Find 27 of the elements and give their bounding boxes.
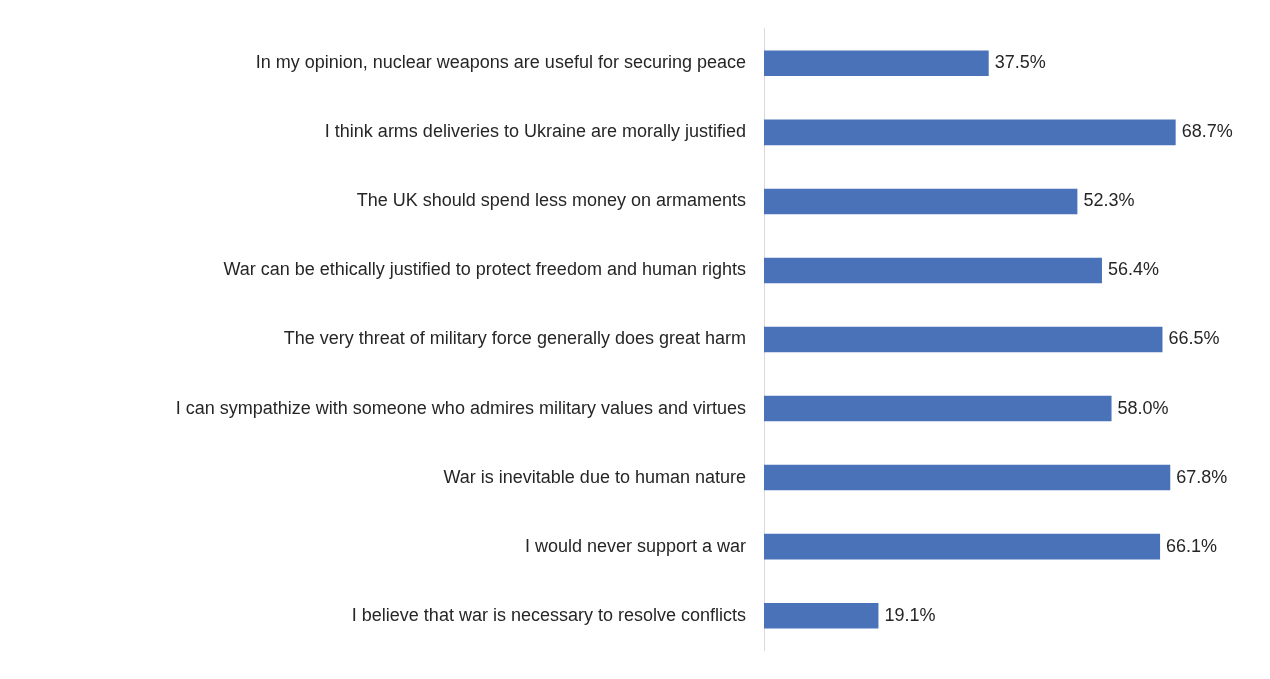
bar [764, 464, 1171, 491]
y-tick-label: I think arms deliveries to Ukraine are morally justified [324, 121, 746, 142]
data-label: 68.7% [1181, 121, 1233, 142]
data-label: 66.1% [1166, 535, 1218, 556]
bar [764, 50, 989, 77]
bar [764, 395, 1112, 422]
bar [764, 257, 1102, 284]
y-tick-label: I believe that war is necessary to resolve conflicts [351, 604, 746, 625]
data-label: 37.5% [994, 52, 1046, 73]
bar [764, 533, 1161, 560]
data-label: 19.1% [884, 604, 936, 625]
data-label: 58.0% [1117, 397, 1169, 418]
y-tick-label: I would never support a war [524, 535, 746, 556]
data-label: 67.8% [1176, 466, 1228, 487]
data-label: 56.4% [1107, 259, 1160, 280]
y-tick-label: War can be ethically justified to protect freedom and human rights [223, 259, 746, 280]
bar [764, 326, 1163, 353]
y-tick-label: The UK should spend less money on armaments [356, 190, 746, 211]
data-label: 66.5% [1168, 328, 1220, 349]
y-tick-label: The very threat of military force generally does great harm [283, 328, 746, 349]
data-label: 52.3% [1083, 190, 1135, 211]
y-tick-label: War is inevitable due to human nature [443, 466, 746, 487]
bar [764, 188, 1078, 215]
y-tick-label: In my opinion, nuclear weapons are useful for securing peace [255, 52, 746, 73]
bar [764, 119, 1176, 146]
y-tick-label: I can sympathize with someone who admires military values and virtues [175, 397, 746, 418]
bar [764, 602, 879, 629]
